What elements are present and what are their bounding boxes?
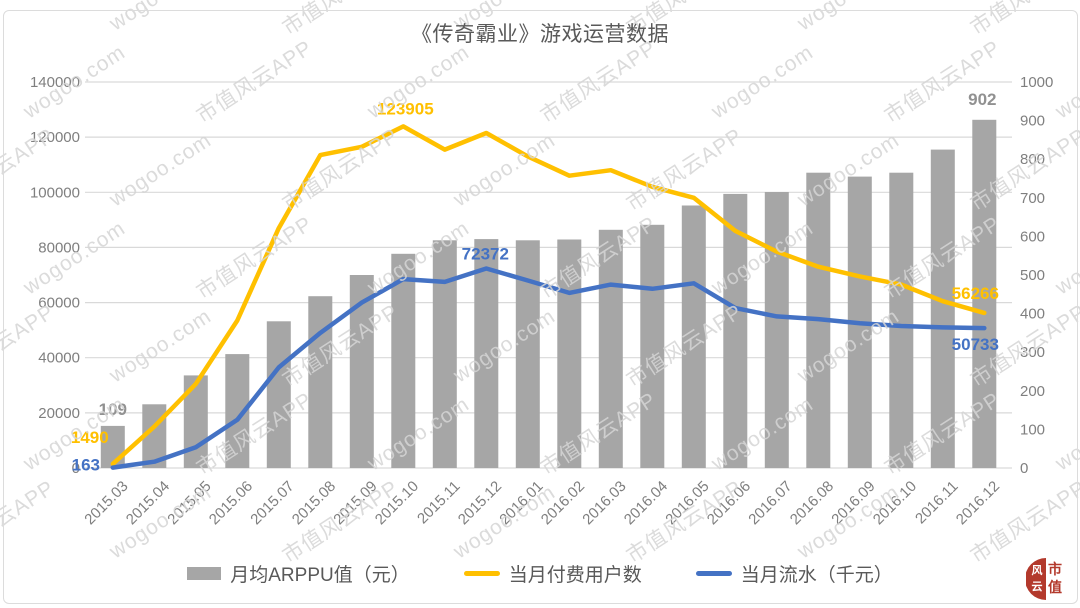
bar-arppu	[972, 119, 997, 469]
line-monthly-revenue	[110, 266, 987, 470]
data-label: 109	[99, 400, 127, 419]
right-axis-tick-label: 400	[1020, 306, 1045, 323]
x-axis-tick-label: 2016.01	[496, 478, 546, 528]
bar-arppu	[391, 253, 416, 468]
bar-arppu	[723, 193, 748, 468]
chart-legend: 月均ARPPU值（元） 当月付费用户数 当月流水（千元）	[0, 560, 1080, 587]
left-axis-tick-label: 140000	[30, 74, 80, 91]
legend-bar-swatch	[187, 567, 222, 580]
x-axis-tick-label: 2016.09	[828, 478, 878, 528]
bar-arppu	[515, 240, 540, 468]
seal-right-char-bottom: 值	[1048, 579, 1062, 595]
bar-arppu	[308, 296, 333, 468]
left-axis-tick-label: 120000	[30, 129, 80, 146]
data-label: 72372	[462, 245, 509, 264]
right-axis-tick-label: 700	[1020, 190, 1045, 207]
right-axis-tick-label: 100	[1020, 421, 1045, 438]
x-axis-tick-label: 2016.12	[953, 478, 1003, 528]
x-axis-tick-label: 2015.08	[289, 478, 339, 528]
x-axis-tick-label: 2016.08	[787, 478, 837, 528]
x-axis-tick-label: 2016.05	[662, 478, 712, 528]
bar-arppu	[432, 240, 457, 468]
right-axis-tick-label: 800	[1020, 151, 1045, 168]
x-axis-tick-label: 2015.10	[372, 478, 422, 528]
x-axis-tick-label: 2016.10	[870, 478, 920, 528]
x-axis-tick-label: 2016.03	[579, 478, 629, 528]
x-axis-tick-label: 2016.07	[745, 478, 795, 528]
x-axis-tick-label: 2015.09	[330, 478, 380, 528]
left-axis-tick-label: 20000	[38, 405, 80, 422]
left-axis-tick-label: 40000	[38, 350, 80, 367]
x-axis-tick-label: 2015.12	[455, 478, 505, 528]
x-axis-tick-label: 2015.04	[123, 478, 173, 528]
seal-left-char-bottom: 云	[1032, 580, 1043, 593]
data-label: 50733	[952, 335, 999, 354]
x-axis-tick-label: 2015.05	[164, 478, 214, 528]
data-label: 56266	[952, 284, 999, 303]
x-axis-tick-label: 2015.11	[414, 478, 464, 528]
legend-label: 当月流水（千元）	[740, 565, 893, 586]
right-axis-tick-label: 0	[1020, 460, 1028, 477]
x-axis-tick-label: 2015.06	[206, 478, 256, 528]
mzfy-seal-logo: 风 云 市 值	[1026, 558, 1062, 600]
bar-arppu	[183, 375, 208, 468]
right-axis-tick-label: 600	[1020, 228, 1045, 245]
data-label: 1490	[71, 428, 109, 447]
legend-item-2: 当月流水（千元）	[695, 560, 893, 587]
bar-arppu	[930, 149, 955, 468]
right-axis-tick-label: 200	[1020, 383, 1045, 400]
right-axis-tick-label: 300	[1020, 344, 1045, 361]
seal-right-char-top: 市	[1048, 561, 1062, 577]
data-label: 163	[72, 456, 100, 475]
left-axis-tick-label: 60000	[38, 295, 80, 312]
bar-arppu	[557, 239, 582, 468]
x-axis-tick-label: 2015.03	[81, 478, 131, 528]
x-axis-tick-label: 2016.02	[538, 478, 588, 528]
legend-label: 当月付费用户数	[508, 565, 642, 586]
data-label: 123905	[377, 99, 434, 118]
right-axis-tick-label: 500	[1020, 267, 1045, 284]
legend-item-1: 当月付费用户数	[463, 560, 642, 587]
x-axis-tick-label: 2016.04	[621, 478, 671, 528]
right-axis-tick-label: 1000	[1020, 74, 1053, 91]
left-axis-tick-label: 100000	[30, 184, 80, 201]
bar-arppu	[266, 321, 291, 468]
bar-arppu	[889, 172, 914, 468]
legend-item-0: 月均ARPPU值（元）	[187, 560, 410, 587]
legend-label: 月均ARPPU值（元）	[230, 565, 410, 586]
bar-arppu	[681, 205, 706, 468]
data-label: 902	[968, 90, 996, 109]
x-axis-tick-label: 2015.07	[247, 478, 297, 528]
seal-left-char-top: 风	[1032, 563, 1043, 577]
right-axis-tick-label: 900	[1020, 113, 1045, 130]
seal-left-half	[1026, 558, 1046, 600]
left-axis-tick-label: 80000	[38, 239, 80, 256]
x-axis-tick-label: 2016.06	[704, 478, 754, 528]
left-axis-tick-label: 0	[72, 460, 80, 477]
bar-arppu	[474, 239, 499, 468]
bar-arppu	[640, 224, 665, 468]
legend-line-swatch	[463, 571, 500, 576]
x-axis-tick-label: 2016.11	[912, 478, 962, 528]
bar-arppu	[598, 229, 623, 468]
line-paying-users	[110, 124, 987, 467]
bar-arppu	[764, 192, 789, 468]
legend-line-swatch	[695, 571, 732, 576]
chart-title: 《传奇霸业》游戏运营数据	[411, 23, 669, 46]
